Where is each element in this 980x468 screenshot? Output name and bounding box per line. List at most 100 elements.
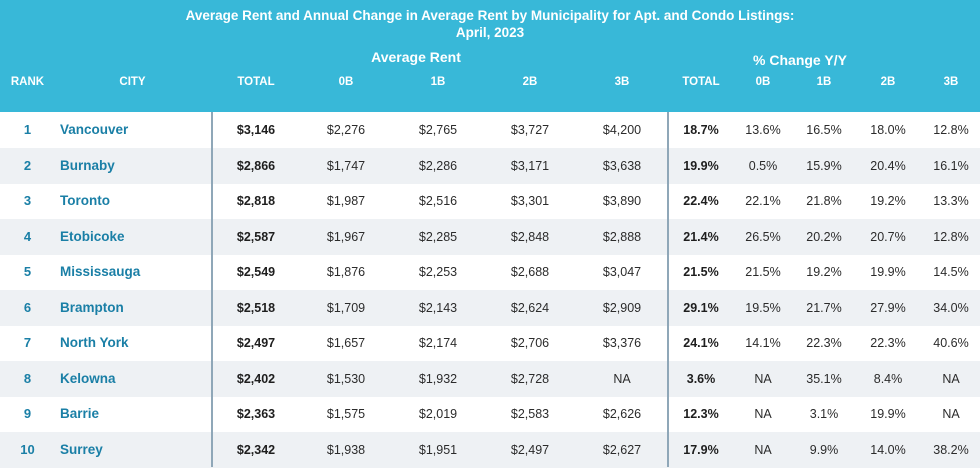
cell-3b-change: 12.8% — [933, 123, 969, 137]
cell-rank: 6 — [23, 299, 32, 315]
cell-total-rent: $2,587 — [236, 229, 276, 244]
table-row: 9 Barrie $2,363 $1,575 $2,019 $2,583 $2,626 12.… — [0, 396, 980, 432]
cell-0b-rent: $1,575 — [326, 407, 366, 421]
cell-0b-rent: $1,657 — [326, 336, 366, 350]
cell-total-change: 12.3% — [683, 407, 719, 421]
cell-city: Kelowna — [60, 370, 116, 386]
cell-total-change: 29.1% — [683, 300, 719, 315]
table-row: 5 Mississauga $2,549 $1,876 $2,253 $2,688 $3,0… — [0, 254, 980, 290]
cell-total-rent: $2,518 — [236, 300, 276, 315]
cell-3b-rent: $3,376 — [602, 336, 642, 350]
average-rent-group-label: Average Rent — [371, 49, 461, 65]
column-header-0b-rent: 0B — [338, 76, 354, 88]
table-row: 7 North York $2,497 $1,657 $2,174 $2,706 $3,37… — [0, 325, 980, 361]
cell-city: Vancouver — [60, 122, 129, 137]
table-header: Average Rent and Annual Change in Averag… — [0, 0, 980, 112]
cell-2b-change: 20.7% — [870, 229, 906, 244]
cell-3b-change: 38.2% — [933, 442, 969, 457]
cell-rank: 7 — [23, 335, 32, 350]
cell-2b-change: 14.0% — [870, 442, 906, 457]
column-header-city: CITY — [119, 76, 146, 88]
cell-1b-change: 16.5% — [806, 123, 842, 137]
cell-1b-change: 15.9% — [806, 158, 842, 173]
cell-1b-rent: $2,516 — [418, 194, 458, 208]
cell-3b-rent: $2,626 — [602, 407, 642, 421]
cell-0b-rent: $1,747 — [326, 158, 366, 173]
cell-city: Burnaby — [60, 157, 115, 173]
column-header-2b-rent: 2B — [522, 76, 538, 88]
column-header-1b-change: 1B — [816, 76, 832, 88]
cell-2b-rent: $2,728 — [510, 371, 550, 386]
cell-total-rent: $2,402 — [236, 371, 276, 386]
table-row: 3 Toronto $2,818 $1,987 $2,516 $3,301 $3,890 22… — [0, 183, 980, 219]
cell-city: Barrie — [60, 406, 100, 421]
cell-0b-change: NA — [754, 371, 772, 386]
cell-2b-change: 18.0% — [870, 123, 906, 137]
cell-rank: 8 — [23, 370, 32, 386]
column-header-3b-change: 3B — [943, 76, 959, 88]
column-header-1b-rent: 1B — [430, 76, 446, 88]
cell-1b-rent: $2,285 — [418, 229, 458, 244]
cell-3b-change: 12.8% — [933, 229, 969, 244]
cell-2b-change: 27.9% — [870, 300, 906, 315]
cell-3b-change: 34.0% — [933, 300, 969, 315]
column-divider-right — [667, 112, 669, 467]
column-divider-left — [211, 112, 213, 467]
cell-1b-rent: $2,174 — [418, 336, 458, 350]
cell-0b-change: 14.1% — [745, 336, 781, 350]
cell-2b-rent: $2,848 — [510, 229, 550, 244]
cell-city: Mississauga — [60, 264, 141, 279]
cell-0b-rent: $1,530 — [326, 371, 366, 386]
cell-total-rent: $2,866 — [236, 158, 276, 173]
cell-0b-change: 0.5% — [748, 158, 778, 173]
cell-total-change: 18.7% — [683, 123, 719, 137]
cell-0b-rent: $1,967 — [326, 229, 366, 244]
table-row: 4 Etobicoke $2,587 $1,967 $2,285 $2,848 $2,888… — [0, 218, 980, 255]
cell-2b-change: 22.3% — [870, 336, 906, 350]
title-line-2: April, 2023 — [455, 25, 525, 40]
cell-total-change: 19.9% — [683, 158, 719, 173]
cell-1b-rent: $1,932 — [418, 371, 458, 386]
cell-3b-change: 16.1% — [933, 158, 969, 173]
cell-1b-rent: $2,253 — [418, 265, 458, 279]
cell-1b-change: 21.8% — [806, 194, 842, 208]
cell-0b-change: 19.5% — [745, 300, 781, 315]
cell-3b-change: 40.6% — [933, 336, 969, 350]
cell-0b-change: 21.5% — [745, 265, 781, 279]
cell-city: North York — [60, 335, 129, 350]
cell-2b-rent: $2,624 — [510, 300, 550, 315]
cell-2b-rent: $3,171 — [510, 158, 550, 173]
cell-0b-rent: $1,938 — [326, 442, 366, 457]
cell-2b-rent: $2,497 — [510, 442, 550, 457]
cell-total-change: 21.5% — [683, 265, 719, 279]
cell-1b-change: 9.9% — [809, 442, 839, 457]
table-row: 2 Burnaby $2,866 $1,747 $2,286 $3,171 $3,638 19… — [0, 147, 980, 184]
cell-2b-change: 19.9% — [870, 407, 906, 421]
cell-1b-change: 3.1% — [809, 407, 839, 421]
cell-2b-rent: $3,301 — [510, 194, 550, 208]
table-row: 6 Brampton $2,518 $1,709 $2,143 $2,624 $2,909 2… — [0, 289, 980, 326]
cell-3b-change: 13.3% — [933, 194, 969, 208]
cell-1b-change: 21.7% — [806, 300, 842, 315]
cell-3b-rent: $3,638 — [602, 158, 642, 173]
cell-rank: 4 — [23, 228, 32, 244]
column-header-total-change: TOTAL — [682, 76, 720, 88]
cell-rank: 9 — [23, 406, 32, 421]
table-row: 8 Kelowna $2,402 $1,530 $1,932 $2,728 NA 3.6% NA… — [0, 360, 980, 397]
cell-total-change: 21.4% — [683, 229, 719, 244]
cell-0b-rent: $1,987 — [326, 194, 366, 208]
cell-total-rent: $3,146 — [236, 123, 276, 137]
cell-rank: 5 — [23, 264, 32, 279]
cell-2b-change: 19.2% — [870, 194, 906, 208]
cell-3b-rent: $3,890 — [602, 194, 642, 208]
cell-total-rent: $2,342 — [236, 442, 276, 457]
percent-change-group-label: % Change Y/Y — [753, 52, 847, 68]
table-title: Average Rent and Annual Change in Averag… — [0, 7, 980, 41]
cell-2b-rent: $2,706 — [510, 336, 550, 350]
cell-total-rent: $2,818 — [236, 194, 276, 208]
cell-3b-rent: NA — [613, 371, 631, 386]
cell-rank: 3 — [23, 193, 32, 208]
cell-2b-change: 8.4% — [873, 371, 903, 386]
cell-city: Toronto — [60, 193, 110, 208]
cell-3b-change: NA — [942, 371, 960, 386]
